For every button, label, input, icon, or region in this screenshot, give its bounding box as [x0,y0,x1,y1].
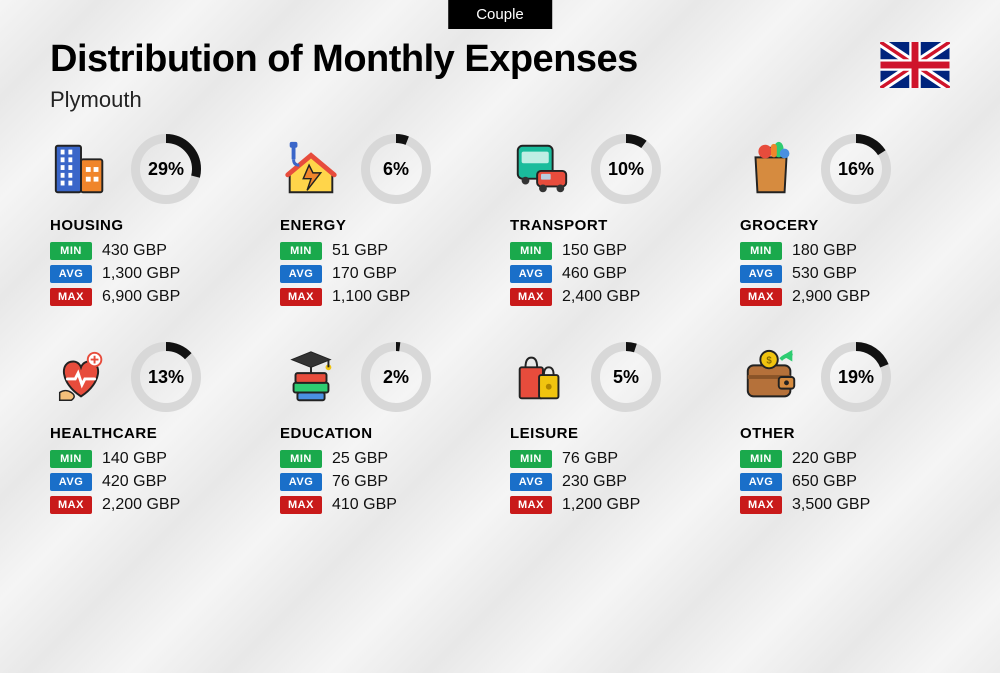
expense-card-transport: 10% TRANSPORT MIN 150 GBP AVG 460 GBP MA… [510,133,720,311]
expense-card-healthcare: 13% HEALTHCARE MIN 140 GBP AVG 420 GBP M… [50,341,260,519]
buildings-icon [50,138,112,200]
household-type-badge: Couple [448,0,552,29]
max-label: MAX [50,496,92,514]
min-value: 220 GBP [792,450,857,468]
max-value: 410 GBP [332,496,397,514]
max-label: MAX [510,288,552,306]
expense-card-leisure: 5% LEISURE MIN 76 GBP AVG 230 GBP MAX 1,… [510,341,720,519]
expense-card-housing: 29% HOUSING MIN 430 GBP AVG 1,300 GBP MA… [50,133,260,311]
min-value: 25 GBP [332,450,388,468]
avg-value: 230 GBP [562,473,627,491]
category-name: LEISURE [510,425,720,442]
percentage-ring: 13% [130,341,202,413]
wallet-icon: $ [740,346,802,408]
percentage-value: 6% [360,133,432,205]
max-value: 1,200 GBP [562,496,640,514]
min-value: 180 GBP [792,242,857,260]
category-name: OTHER [740,425,950,442]
svg-text:$: $ [766,355,772,366]
min-value: 51 GBP [332,242,388,260]
percentage-ring: 2% [360,341,432,413]
min-label: MIN [510,242,552,260]
max-value: 2,900 GBP [792,288,870,306]
max-value: 6,900 GBP [102,288,180,306]
percentage-ring: 16% [820,133,892,205]
min-label: MIN [50,242,92,260]
percentage-value: 16% [820,133,892,205]
avg-label: AVG [740,473,782,491]
category-name: ENERGY [280,217,490,234]
max-value: 2,200 GBP [102,496,180,514]
grocery-bag-icon [740,138,802,200]
max-label: MAX [740,496,782,514]
min-label: MIN [740,450,782,468]
uk-flag-icon [880,42,950,88]
energy-house-icon [280,138,342,200]
expense-card-education: 2% EDUCATION MIN 25 GBP AVG 76 GBP MAX 4… [280,341,490,519]
max-value: 3,500 GBP [792,496,870,514]
min-value: 140 GBP [102,450,167,468]
grad-books-icon [280,346,342,408]
percentage-ring: 10% [590,133,662,205]
min-label: MIN [740,242,782,260]
max-label: MAX [50,288,92,306]
title-block: Distribution of Monthly Expenses Plymout… [50,38,638,113]
avg-label: AVG [510,265,552,283]
percentage-value: 5% [590,341,662,413]
percentage-value: 29% [130,133,202,205]
category-name: HOUSING [50,217,260,234]
max-label: MAX [280,496,322,514]
min-label: MIN [510,450,552,468]
min-label: MIN [50,450,92,468]
percentage-value: 13% [130,341,202,413]
max-value: 2,400 GBP [562,288,640,306]
avg-value: 420 GBP [102,473,167,491]
min-value: 76 GBP [562,450,618,468]
expense-card-other: $ 19% OTHER MIN 220 GBP AVG 650 GBP MAX … [740,341,950,519]
min-value: 430 GBP [102,242,167,260]
max-label: MAX [280,288,322,306]
avg-label: AVG [50,265,92,283]
avg-value: 76 GBP [332,473,388,491]
min-label: MIN [280,242,322,260]
percentage-value: 19% [820,341,892,413]
avg-value: 170 GBP [332,265,397,283]
health-heart-icon [50,346,112,408]
percentage-value: 10% [590,133,662,205]
category-name: GROCERY [740,217,950,234]
avg-value: 530 GBP [792,265,857,283]
avg-label: AVG [280,473,322,491]
percentage-ring: 19% [820,341,892,413]
city-subtitle: Plymouth [50,87,638,113]
page-title: Distribution of Monthly Expenses [50,38,638,81]
avg-label: AVG [740,265,782,283]
shopping-bags-icon [510,346,572,408]
percentage-ring: 6% [360,133,432,205]
expense-grid: 29% HOUSING MIN 430 GBP AVG 1,300 GBP MA… [0,113,1000,519]
percentage-ring: 29% [130,133,202,205]
min-label: MIN [280,450,322,468]
percentage-ring: 5% [590,341,662,413]
expense-card-grocery: 16% GROCERY MIN 180 GBP AVG 530 GBP MAX … [740,133,950,311]
avg-label: AVG [280,265,322,283]
min-value: 150 GBP [562,242,627,260]
max-label: MAX [510,496,552,514]
category-name: HEALTHCARE [50,425,260,442]
category-name: TRANSPORT [510,217,720,234]
expense-card-energy: 6% ENERGY MIN 51 GBP AVG 170 GBP MAX 1,1… [280,133,490,311]
max-value: 1,100 GBP [332,288,410,306]
category-name: EDUCATION [280,425,490,442]
percentage-value: 2% [360,341,432,413]
avg-label: AVG [50,473,92,491]
max-label: MAX [740,288,782,306]
avg-value: 650 GBP [792,473,857,491]
avg-value: 1,300 GBP [102,265,180,283]
bus-car-icon [510,138,572,200]
avg-label: AVG [510,473,552,491]
avg-value: 460 GBP [562,265,627,283]
